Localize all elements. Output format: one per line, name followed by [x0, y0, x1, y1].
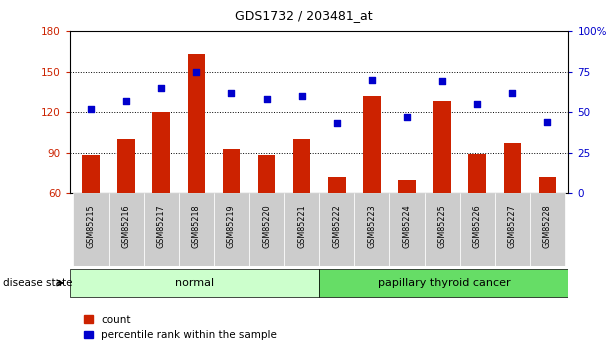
Point [86, 106, 96, 112]
FancyBboxPatch shape [424, 193, 460, 266]
Text: GSM85221: GSM85221 [297, 204, 306, 248]
FancyBboxPatch shape [70, 269, 319, 297]
Point [332, 121, 342, 126]
Bar [539, 177, 556, 193]
Point [402, 114, 412, 120]
Point [227, 90, 237, 96]
Text: GSM85215: GSM85215 [86, 204, 95, 248]
Bar [434, 101, 451, 193]
FancyBboxPatch shape [284, 193, 319, 266]
Bar [503, 143, 521, 193]
FancyBboxPatch shape [354, 193, 389, 266]
FancyBboxPatch shape [495, 193, 530, 266]
Text: disease state: disease state [3, 278, 72, 288]
FancyBboxPatch shape [214, 193, 249, 266]
Text: GSM85228: GSM85228 [543, 204, 552, 248]
Text: GSM85223: GSM85223 [367, 204, 376, 248]
FancyBboxPatch shape [319, 193, 354, 266]
FancyBboxPatch shape [249, 193, 284, 266]
FancyBboxPatch shape [74, 193, 109, 266]
FancyBboxPatch shape [530, 193, 565, 266]
Point [542, 119, 552, 125]
Bar [468, 154, 486, 193]
Bar [328, 177, 345, 193]
Point [192, 69, 201, 74]
Text: GDS1732 / 203481_at: GDS1732 / 203481_at [235, 9, 373, 22]
FancyBboxPatch shape [460, 193, 495, 266]
Text: GSM85216: GSM85216 [122, 204, 131, 248]
Bar [117, 139, 135, 193]
FancyBboxPatch shape [109, 193, 143, 266]
FancyBboxPatch shape [389, 193, 424, 266]
Text: GSM85226: GSM85226 [472, 204, 482, 248]
Text: GSM85217: GSM85217 [157, 204, 166, 248]
Text: GSM85224: GSM85224 [402, 204, 412, 248]
Text: GSM85225: GSM85225 [438, 204, 447, 248]
Bar [363, 96, 381, 193]
Point [121, 98, 131, 104]
Bar [293, 139, 311, 193]
Bar [82, 155, 100, 193]
Point [297, 93, 306, 99]
Text: normal: normal [175, 278, 214, 288]
Point [156, 85, 166, 91]
Text: GSM85220: GSM85220 [262, 204, 271, 248]
Legend: count, percentile rank within the sample: count, percentile rank within the sample [85, 315, 277, 340]
FancyBboxPatch shape [319, 269, 568, 297]
Bar [398, 180, 416, 193]
Text: GSM85219: GSM85219 [227, 204, 236, 248]
Point [508, 90, 517, 96]
Bar [223, 149, 240, 193]
Point [261, 96, 271, 102]
FancyBboxPatch shape [179, 193, 214, 266]
Text: GSM85227: GSM85227 [508, 204, 517, 248]
Text: papillary thyroid cancer: papillary thyroid cancer [378, 278, 510, 288]
FancyBboxPatch shape [143, 193, 179, 266]
Text: GSM85218: GSM85218 [192, 204, 201, 248]
Bar [258, 155, 275, 193]
Point [472, 101, 482, 107]
Point [437, 79, 447, 84]
Point [367, 77, 377, 82]
Bar [153, 112, 170, 193]
Text: GSM85222: GSM85222 [332, 204, 341, 248]
Bar [187, 54, 205, 193]
